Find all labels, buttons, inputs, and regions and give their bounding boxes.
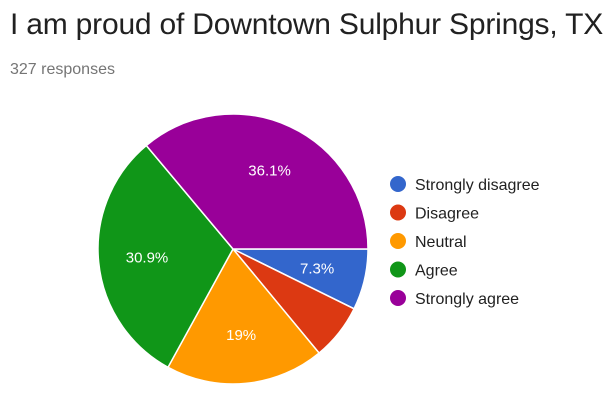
legend-swatch [390,204,406,221]
legend-label: Disagree [415,206,479,223]
slice-percent-label: 7.3% [300,261,334,278]
pie-slice-agree [97,144,234,369]
pie-slice-labels: 7.3% 19% 30.9% 36.1% [126,163,335,344]
legend-swatch [390,261,406,278]
chart-title: I am proud of Downtown Sulphur Springs, … [10,8,604,41]
pie-slices [97,113,369,385]
legend-swatch [390,176,406,192]
slice-percent-label: 36.1% [248,163,291,180]
slice-percent-label: 30.9% [126,249,169,266]
chart-legend: Strongly disagree Disagree Neutral Agree Str… [390,176,540,308]
legend-label: Strongly disagree [415,177,540,194]
legend-label: Neutral [415,234,467,251]
slice-percent-label: 19% [226,327,256,344]
legend-label: Agree [415,263,458,280]
pie-slice-neutral [166,247,321,385]
legend-swatch [390,290,406,306]
responses-count: 327 responses [10,61,115,78]
legend-label: Strongly agree [415,291,519,308]
legend-swatch [390,233,406,249]
pie-slice-strongly-agree [145,113,369,250]
